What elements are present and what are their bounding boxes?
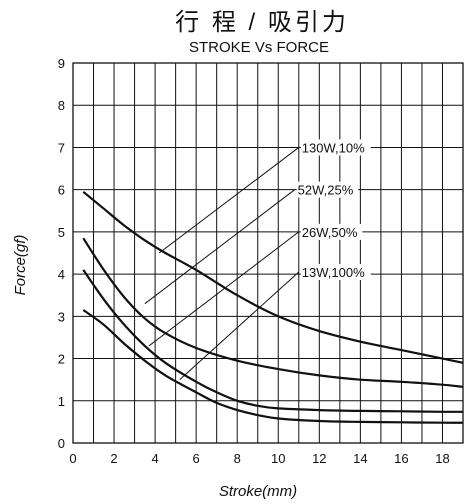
annotation-leader-line bbox=[179, 271, 300, 381]
annotation-label-bg bbox=[300, 264, 371, 280]
annotation-label: 13W,100% bbox=[302, 265, 365, 280]
annotation-leader-line bbox=[148, 231, 300, 347]
annotation-leader-line bbox=[144, 189, 295, 305]
annotation-label: 26W,50% bbox=[302, 225, 358, 240]
annotation-label-bg bbox=[300, 139, 371, 156]
x-tick-label: 10 bbox=[271, 451, 285, 466]
y-tick-label: 6 bbox=[58, 183, 65, 198]
y-tick-label: 8 bbox=[58, 98, 65, 113]
x-tick-label: 18 bbox=[435, 451, 449, 466]
annotation-label-bg bbox=[296, 181, 359, 198]
series-line bbox=[82, 237, 464, 388]
y-tick-label: 0 bbox=[58, 436, 65, 451]
y-tick-label: 3 bbox=[58, 309, 65, 324]
chart-title: 行 程 / 吸引力 bbox=[175, 9, 349, 36]
x-tick-label: 14 bbox=[353, 451, 367, 466]
y-tick-label: 4 bbox=[58, 267, 65, 282]
series-annotations: 130W,10% 52W,25% 26W,50% 13W,100% bbox=[144, 139, 371, 381]
y-tick-label: 5 bbox=[58, 225, 65, 240]
chart-subtitle: STROKE Vs FORCE bbox=[189, 39, 329, 56]
series-curves bbox=[82, 190, 464, 424]
x-tick-label: 0 bbox=[69, 451, 76, 466]
y-tick-label: 7 bbox=[58, 140, 65, 155]
x-tick-label: 2 bbox=[110, 451, 117, 466]
x-tick-label: 16 bbox=[394, 451, 408, 466]
plot-frame bbox=[72, 62, 464, 444]
series-line bbox=[82, 190, 464, 364]
annotation-label: 52W,25% bbox=[298, 183, 354, 198]
x-axis-label: Stroke(mm) bbox=[219, 483, 297, 500]
y-tick-label: 9 bbox=[58, 56, 65, 71]
x-tick-label: 4 bbox=[151, 451, 158, 466]
annotation-label-bg bbox=[300, 223, 363, 240]
series-line bbox=[82, 269, 463, 413]
x-tick-label: 8 bbox=[234, 451, 241, 466]
y-axis-label: Force(gf) bbox=[12, 235, 29, 296]
x-tick-label: 12 bbox=[312, 451, 326, 466]
y-tick-label: 1 bbox=[58, 394, 65, 409]
annotation-leader-line bbox=[158, 147, 300, 254]
grid-lines bbox=[73, 63, 463, 443]
annotation-label: 130W,10% bbox=[302, 140, 365, 155]
y-tick-label: 2 bbox=[58, 352, 65, 367]
series-line bbox=[82, 309, 464, 424]
x-tick-label: 6 bbox=[193, 451, 200, 466]
